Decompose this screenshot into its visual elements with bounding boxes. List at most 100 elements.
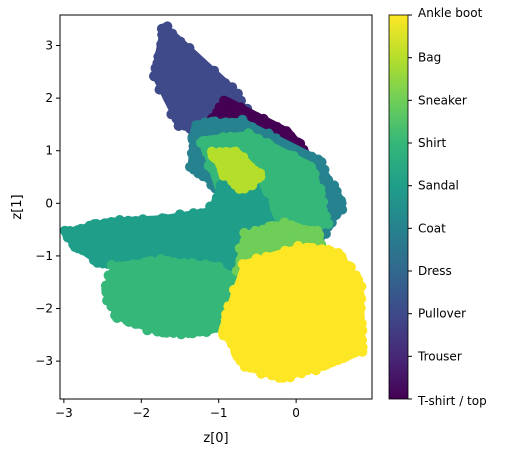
scatter-point	[312, 355, 322, 365]
scatter-point	[315, 188, 326, 199]
y-axis-label: z[1]	[10, 194, 25, 219]
scatter-point	[274, 296, 283, 306]
scatter-point	[195, 326, 205, 337]
scatter-point	[303, 235, 313, 245]
scatter-point	[183, 113, 193, 123]
scatter-point	[309, 176, 320, 187]
scatter-point	[318, 360, 329, 371]
scatter-point	[214, 102, 225, 113]
scatter-point	[131, 298, 141, 308]
scatter-point	[163, 269, 173, 279]
scatter-point	[270, 133, 281, 144]
scatter-point	[268, 288, 278, 298]
scatter-point	[260, 202, 270, 213]
x-axis-label: z[0]	[203, 431, 228, 446]
scatter-point	[209, 65, 220, 76]
scatter-point	[132, 252, 142, 262]
colorbar-ticks: T-shirt / top Trouser Pullover Dress Coat San…	[408, 6, 487, 408]
scatter-point	[218, 132, 228, 143]
scatter-point	[292, 355, 302, 365]
scatter-point	[225, 110, 235, 120]
scatter-point	[172, 77, 182, 86]
scatter-point	[176, 329, 187, 340]
scatter-point	[116, 289, 126, 299]
scatter-point	[123, 215, 134, 226]
scatter-point	[285, 131, 296, 142]
scatter-point	[117, 245, 127, 255]
scatter-point	[282, 172, 292, 182]
scatter-point	[337, 254, 348, 265]
scatter-point	[221, 309, 232, 320]
scatter-point	[284, 281, 293, 291]
scatter-point	[253, 317, 263, 327]
x-tick-label: −1	[210, 406, 228, 420]
scatter-point	[316, 157, 327, 168]
scatter-point	[258, 336, 268, 346]
scatter-point	[308, 292, 318, 302]
scatter-point	[355, 302, 366, 313]
colorbar-label: Sneaker	[418, 93, 467, 107]
x-tick-label: −2	[132, 406, 150, 420]
scatter-point	[185, 241, 194, 251]
scatter-point	[312, 274, 322, 284]
scatter-point	[271, 327, 281, 337]
scatter-point	[187, 62, 197, 72]
scatter-point	[220, 325, 231, 336]
scatter-point	[275, 304, 285, 314]
scatter-point	[286, 330, 296, 340]
scatter-point	[197, 89, 206, 99]
plot-frame	[59, 14, 373, 400]
colorbar-label: T-shirt / top	[417, 394, 487, 408]
scatter-point	[264, 234, 274, 244]
scatter-point	[314, 284, 323, 293]
scatter-point	[272, 121, 282, 132]
scatter-point	[183, 82, 193, 92]
y-tick-label: 2	[45, 91, 53, 105]
scatter-point	[251, 301, 261, 311]
scatter-point	[146, 256, 157, 267]
scatter-point	[136, 225, 145, 235]
scatter-point	[177, 293, 187, 302]
scatter-point	[157, 213, 168, 224]
scatter-point	[117, 253, 127, 263]
scatter-point	[106, 226, 116, 235]
scatter-point	[293, 241, 304, 251]
scatter-point	[230, 231, 240, 241]
y-tick-label: 0	[45, 196, 53, 210]
scatter-point	[271, 146, 282, 157]
scatter-point	[191, 122, 202, 133]
scatter-point	[330, 289, 340, 299]
scatter-point	[91, 219, 102, 229]
scatter-point	[304, 161, 315, 171]
scatter-point	[178, 231, 187, 240]
scatter-point	[209, 116, 220, 127]
scatter-point	[189, 52, 200, 63]
scatter-point	[303, 337, 313, 346]
scatter-point	[269, 337, 279, 347]
scatter-point	[251, 111, 262, 122]
scatter-point	[284, 310, 294, 320]
scatter-point	[160, 278, 169, 288]
scatter-point	[338, 304, 347, 314]
scatter-point	[180, 212, 191, 223]
scatter-point	[242, 231, 253, 242]
scatter-point	[129, 224, 139, 234]
scatter-point	[207, 150, 218, 161]
scatter-point	[281, 197, 291, 207]
scatter-point	[331, 210, 342, 220]
scatter-point	[149, 71, 159, 82]
scatter-point	[242, 131, 253, 142]
scatter-point	[184, 43, 195, 53]
scatter-point	[136, 309, 145, 319]
scatter-point	[213, 224, 223, 234]
scatter-point	[270, 221, 281, 232]
scatter-point	[276, 207, 286, 217]
scatter-point	[297, 191, 307, 201]
scatter-point	[175, 89, 185, 99]
scatter-point	[175, 36, 186, 47]
scatter-point	[104, 244, 114, 253]
scatter-point	[227, 82, 238, 93]
scatter-point	[62, 227, 72, 238]
scatter-point	[75, 223, 86, 234]
scatter-point	[192, 261, 203, 272]
